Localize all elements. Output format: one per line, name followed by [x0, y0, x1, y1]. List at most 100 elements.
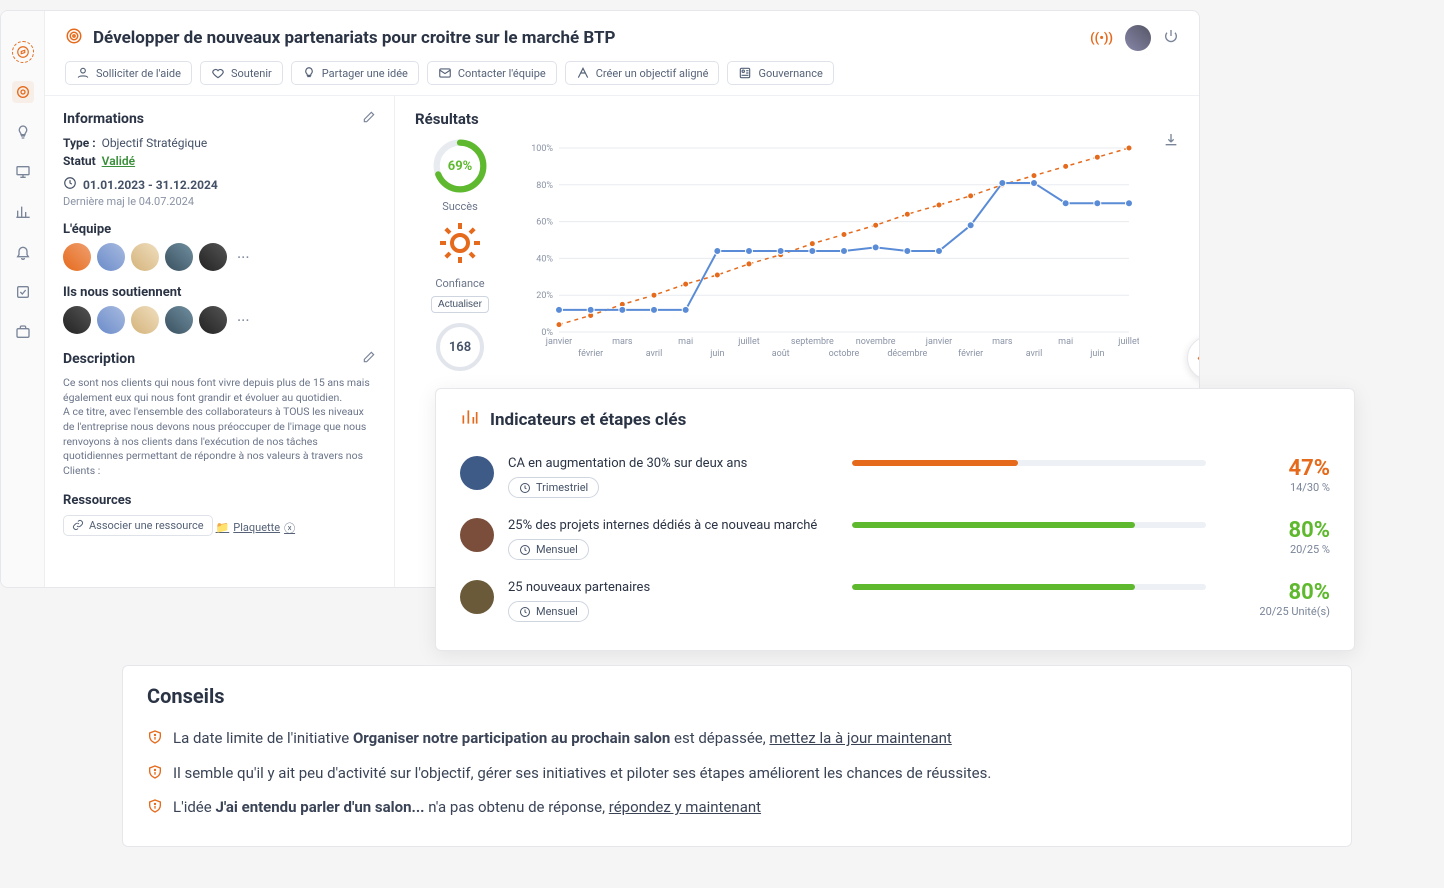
remove-resource-icon[interactable]: ⓧ	[284, 520, 295, 536]
svg-text:100%: 100%	[531, 144, 553, 154]
info-heading: Informations	[63, 111, 144, 127]
conseil-row: Il semble qu'il y ait peu d'activité sur…	[147, 757, 1327, 792]
conseil-link[interactable]: mettez la à jour maintenant	[769, 729, 951, 747]
nav-bell-icon[interactable]	[12, 241, 34, 263]
avatar[interactable]	[97, 306, 125, 334]
nav-presentation-icon[interactable]	[12, 161, 34, 183]
svg-text:40%: 40%	[536, 254, 553, 264]
indicator-row: 25 nouveaux partenairesMensuel80%20/25 U…	[460, 570, 1330, 632]
description-heading: Description	[63, 351, 135, 367]
avatar[interactable]	[97, 243, 125, 271]
svg-text:mars: mars	[612, 337, 633, 347]
type-label: Type :	[63, 136, 96, 150]
download-chart-icon[interactable]	[1163, 132, 1179, 152]
shield-info-icon	[147, 798, 163, 821]
nav-briefcase-icon[interactable]	[12, 321, 34, 343]
confidence-label: Confiance	[435, 277, 484, 290]
svg-text:juin: juin	[1089, 349, 1104, 359]
svg-text:janvier: janvier	[925, 337, 952, 347]
svg-text:juillet: juillet	[737, 337, 759, 347]
resource-item[interactable]: 📁Plaquette ⓧ	[216, 520, 295, 536]
svg-text:mai: mai	[1058, 337, 1073, 347]
avatar[interactable]	[63, 306, 91, 334]
svg-text:mai: mai	[678, 337, 693, 347]
conseil-row: L'idée J'ai entendu parler d'un salon...…	[147, 791, 1327, 826]
nav-checkbox-icon[interactable]	[12, 281, 34, 303]
success-pct: 69%	[432, 138, 488, 194]
status-value[interactable]: Validé	[102, 154, 135, 168]
conseil-text: La date limite de l'initiative Organiser…	[173, 727, 952, 750]
conseil-link[interactable]: répondez y maintenant	[609, 798, 761, 816]
frequency-pill[interactable]: Mensuel	[508, 539, 589, 560]
nav-bulb-icon[interactable]	[12, 121, 34, 143]
help-button[interactable]: Solliciter de l'aide	[65, 61, 192, 85]
supporter-avatars: ···	[63, 306, 376, 334]
indicator-row: 25% des projets internes dédiés à ce nou…	[460, 508, 1330, 570]
broadcast-icon[interactable]: ((•))	[1090, 31, 1113, 46]
share-idea-button[interactable]: Partager une idée	[291, 61, 419, 85]
avatar[interactable]	[199, 243, 227, 271]
more-team-button[interactable]: ···	[233, 248, 254, 267]
svg-text:avril: avril	[1026, 349, 1043, 359]
governance-label: Gouvernance	[758, 67, 822, 80]
svg-text:60%: 60%	[536, 218, 553, 228]
svg-text:mars: mars	[992, 337, 1013, 347]
power-icon[interactable]	[1163, 28, 1179, 48]
indicator-pct: 80%	[1220, 580, 1330, 605]
nav-chart-icon[interactable]	[12, 201, 34, 223]
svg-text:décembre: décembre	[887, 349, 927, 359]
indicator-avatar[interactable]	[460, 518, 494, 552]
associate-resource-label: Associer une ressource	[89, 519, 204, 532]
confidence-sun-icon	[436, 219, 484, 271]
frequency-pill[interactable]: Mensuel	[508, 601, 589, 622]
indicators-heading: Indicateurs et étapes clés	[490, 410, 686, 430]
svg-text:septembre: septembre	[791, 337, 834, 347]
conseil-text: Il semble qu'il y ait peu d'activité sur…	[173, 762, 991, 785]
associate-resource-button[interactable]: Associer une ressource	[63, 515, 213, 536]
indicator-avatar[interactable]	[460, 580, 494, 614]
svg-text:80%: 80%	[536, 181, 553, 191]
avatar[interactable]	[199, 306, 227, 334]
edit-info-icon[interactable]	[362, 110, 376, 128]
governance-button[interactable]: Gouvernance	[727, 61, 833, 85]
svg-text:octobre: octobre	[829, 349, 860, 359]
page-header: Développer de nouveaux partenariats pour…	[45, 11, 1199, 96]
user-avatar[interactable]	[1125, 25, 1151, 51]
support-button[interactable]: Soutenir	[200, 61, 283, 85]
floating-action-button[interactable]: ‹	[1187, 336, 1199, 380]
contact-team-label: Contacter l'équipe	[458, 67, 546, 80]
avatar[interactable]	[165, 306, 193, 334]
contact-team-button[interactable]: Contacter l'équipe	[427, 61, 557, 85]
nav-compass-icon[interactable]	[12, 41, 34, 63]
status-label: Statut	[63, 154, 96, 168]
create-aligned-label: Créer un objectif aligné	[596, 67, 709, 80]
last-update: Dernière maj le 04.07.2024	[63, 195, 376, 208]
indicator-row: CA en augmentation de 30% sur deux ansTr…	[460, 446, 1330, 508]
share-idea-label: Partager une idée	[322, 67, 408, 80]
more-supporters-button[interactable]: ···	[233, 311, 254, 330]
nav-target-icon[interactable]	[12, 81, 34, 103]
support-button-label: Soutenir	[231, 67, 272, 80]
avatar[interactable]	[165, 243, 193, 271]
avatar[interactable]	[63, 243, 91, 271]
conseils-heading: Conseils	[147, 684, 1327, 708]
shield-info-icon	[147, 729, 163, 752]
indicator-avatar[interactable]	[460, 456, 494, 490]
avatar[interactable]	[131, 243, 159, 271]
avatar[interactable]	[131, 306, 159, 334]
indicator-progress-bar	[852, 522, 1206, 528]
update-button[interactable]: Actualiser	[431, 296, 489, 313]
indicator-pct: 47%	[1220, 456, 1330, 481]
svg-text:juillet: juillet	[1117, 337, 1139, 347]
svg-text:janvier: janvier	[545, 337, 572, 347]
sidebar-nav	[1, 11, 45, 587]
indicator-progress-bar	[852, 460, 1206, 466]
edit-description-icon[interactable]	[362, 350, 376, 368]
svg-text:août: août	[772, 349, 790, 359]
frequency-pill[interactable]: Trimestriel	[508, 477, 599, 498]
resources-heading: Ressources	[63, 493, 376, 508]
results-heading: Résultats	[415, 110, 1179, 128]
frequency-label: Mensuel	[536, 605, 578, 618]
svg-text:20%: 20%	[536, 291, 553, 301]
create-aligned-button[interactable]: Créer un objectif aligné	[565, 61, 720, 85]
